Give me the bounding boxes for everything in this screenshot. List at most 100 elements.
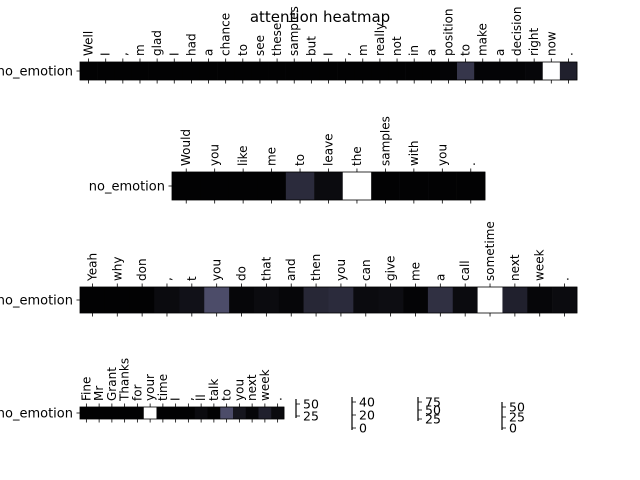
token-label: and <box>284 258 298 281</box>
token-label: . <box>464 162 478 166</box>
token-label: I <box>322 52 336 56</box>
heatmap-cell <box>285 172 315 200</box>
colorbar-tick-label: 50 <box>509 400 525 415</box>
token-label: Thanks <box>118 358 132 402</box>
token-label: Fine <box>79 377 93 401</box>
heatmap-cell <box>234 62 252 80</box>
heatmap-cell <box>491 62 509 80</box>
heatmap-cell <box>403 287 429 313</box>
heatmap-cell <box>165 62 184 80</box>
token-label: a <box>493 49 507 56</box>
token-label: Well <box>82 31 96 56</box>
token-label: sometime <box>483 221 497 281</box>
heatmap-cell <box>457 62 475 80</box>
token-label: to <box>459 44 473 56</box>
token-label: give <box>384 256 398 281</box>
token-label: next <box>508 254 522 281</box>
token-label: why <box>110 256 124 281</box>
heatmap-cell <box>233 407 247 419</box>
heatmap-cell <box>427 287 454 313</box>
token-label: for <box>130 384 144 401</box>
heatmap-cell <box>542 62 561 80</box>
token-label: that <box>259 256 273 281</box>
heatmap-cell <box>143 407 157 419</box>
token-label: me <box>408 262 422 281</box>
heatmap-panel-2: Would you like me to leave the samples with you .n… <box>89 116 486 204</box>
token-label: the <box>350 146 364 166</box>
heatmap-cell <box>422 62 441 80</box>
heatmap-cell <box>428 172 457 200</box>
token-label: , <box>181 397 195 401</box>
heatmap-cell <box>80 62 98 80</box>
heatmap-cell <box>371 62 389 80</box>
token-label: next <box>245 374 259 401</box>
heatmap-cell <box>354 62 372 80</box>
token-label: samples <box>287 6 301 56</box>
token-label: to <box>236 44 250 56</box>
heatmap-cell <box>148 62 166 80</box>
token-label: t <box>185 276 199 281</box>
token-label: right <box>527 28 541 56</box>
heatmap-cell <box>328 287 354 313</box>
token-label: but <box>304 36 318 56</box>
heatmap-cell <box>169 407 183 419</box>
heatmap-cell <box>245 407 259 419</box>
token-label: a <box>433 274 447 281</box>
heatmap-cell <box>399 172 429 200</box>
colorbar-tick-label: 75 <box>425 395 441 410</box>
token-label: Would <box>179 129 193 166</box>
token-label: week <box>533 249 547 281</box>
token-label: week <box>258 369 272 401</box>
token-label: now <box>544 31 558 56</box>
token-label: a <box>424 49 438 56</box>
heatmap-cell <box>342 172 372 200</box>
token-label: . <box>271 397 285 401</box>
y-label: no_emotion <box>0 65 73 80</box>
token-label: really <box>373 23 387 56</box>
colorbar-tick-label: 0 <box>359 421 367 436</box>
heatmap-cell <box>217 62 235 80</box>
heatmap-cell <box>97 62 115 80</box>
heatmap-cell <box>477 287 503 313</box>
token-label: in <box>407 45 421 56</box>
heatmap-cell <box>80 407 94 419</box>
heatmap-cell <box>92 407 106 419</box>
heatmap-cell <box>200 172 230 200</box>
heatmap-cell <box>104 287 130 313</box>
y-label: no_emotion <box>89 180 165 195</box>
heatmap-cell <box>253 287 280 313</box>
token-label: with <box>407 141 421 166</box>
token-label: m <box>133 44 147 56</box>
heatmap-cell <box>114 62 132 80</box>
token-label: leave <box>322 133 336 166</box>
heatmap-cell <box>251 62 269 80</box>
heatmap-cell <box>337 62 355 80</box>
token-label: Mr <box>92 386 106 401</box>
heatmap-cell <box>156 407 170 419</box>
token-label: you <box>334 259 348 281</box>
colorbar-tick-label: 25 <box>509 410 525 425</box>
token-label: had <box>184 33 198 56</box>
token-label: these <box>270 23 284 56</box>
heatmap-cell <box>172 172 201 200</box>
token-label: a <box>202 49 216 56</box>
token-label: to <box>293 154 307 166</box>
token-label: , <box>339 52 353 56</box>
heatmap-cell <box>131 407 145 419</box>
token-label: you <box>435 144 449 166</box>
heatmap-cell <box>527 287 553 313</box>
heatmap-panel-3: Yeah why don, t you do that and then you can give me… <box>0 221 578 317</box>
token-label: you <box>232 379 246 401</box>
heatmap-panel-4: FineMrGrantThanksforyourtimeI,lltalktoyo… <box>0 358 285 423</box>
heatmap-cell <box>271 407 285 419</box>
token-label: time <box>156 374 170 401</box>
token-label: samples <box>378 116 392 166</box>
token-label: make <box>476 23 490 56</box>
token-label: . <box>558 277 572 281</box>
heatmap-cell <box>319 62 338 80</box>
token-label: position <box>441 8 455 56</box>
